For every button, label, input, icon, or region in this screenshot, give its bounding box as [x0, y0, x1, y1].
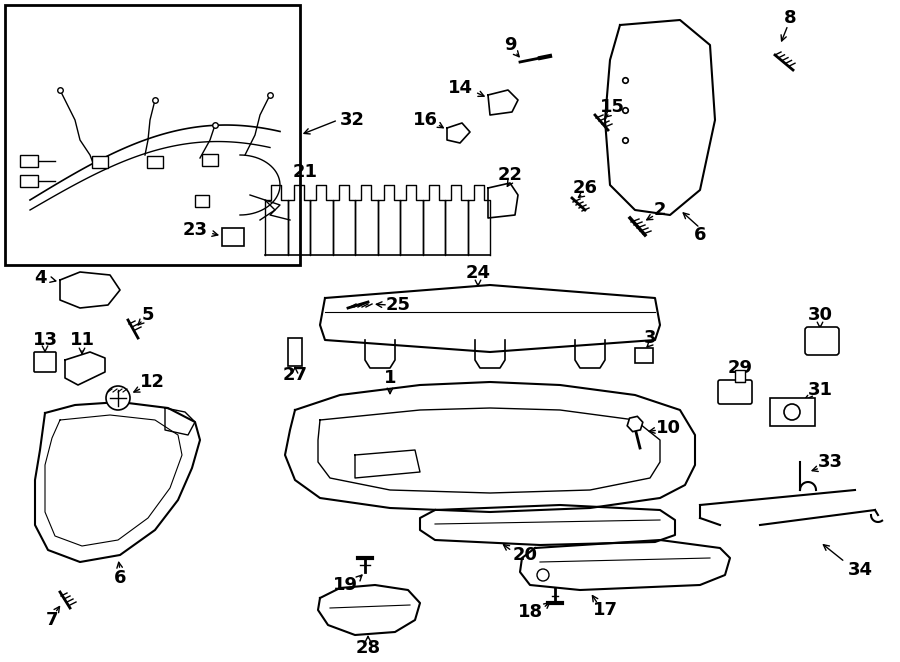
FancyBboxPatch shape — [805, 327, 839, 355]
Bar — [20, 175, 38, 187]
Text: 21: 21 — [292, 163, 318, 181]
Text: 15: 15 — [599, 98, 625, 116]
Text: 6: 6 — [694, 226, 706, 244]
Text: 31: 31 — [807, 381, 833, 399]
Text: 3: 3 — [644, 329, 656, 347]
Bar — [202, 154, 218, 166]
Text: 9: 9 — [504, 36, 517, 54]
Circle shape — [537, 569, 549, 581]
Text: 1: 1 — [383, 369, 396, 387]
Text: 27: 27 — [283, 366, 308, 384]
FancyBboxPatch shape — [718, 380, 752, 404]
Bar — [735, 370, 745, 382]
FancyBboxPatch shape — [34, 352, 56, 372]
Text: 18: 18 — [518, 603, 543, 621]
Text: 14: 14 — [447, 79, 473, 97]
Circle shape — [784, 404, 800, 420]
Text: 19: 19 — [332, 576, 357, 594]
Text: 11: 11 — [69, 331, 94, 349]
Text: 2: 2 — [653, 201, 666, 219]
Bar — [5, 5, 300, 265]
Text: 24: 24 — [465, 264, 491, 282]
Text: 8: 8 — [784, 9, 796, 27]
Text: 4: 4 — [34, 269, 46, 287]
Text: 12: 12 — [140, 373, 165, 391]
Text: 30: 30 — [807, 306, 833, 324]
Text: 26: 26 — [572, 179, 598, 197]
Bar — [20, 155, 38, 167]
Text: 5: 5 — [142, 306, 154, 324]
Bar — [635, 348, 653, 363]
Bar — [147, 156, 163, 168]
Text: 13: 13 — [32, 331, 58, 349]
Text: 22: 22 — [498, 166, 523, 184]
Bar — [92, 156, 108, 168]
Circle shape — [106, 386, 130, 410]
Bar — [195, 195, 209, 207]
Text: 28: 28 — [356, 639, 381, 657]
Text: 32: 32 — [340, 111, 365, 129]
Text: 6: 6 — [113, 569, 126, 587]
Text: 16: 16 — [412, 111, 437, 129]
Text: 29: 29 — [727, 359, 752, 377]
Text: 20: 20 — [512, 546, 537, 564]
Bar — [770, 398, 815, 426]
Text: 17: 17 — [592, 601, 617, 619]
Text: 23: 23 — [183, 221, 208, 239]
Text: 33: 33 — [817, 453, 842, 471]
Text: 7: 7 — [46, 611, 58, 629]
Text: 25: 25 — [385, 296, 410, 314]
Bar — [288, 338, 302, 366]
Bar — [222, 228, 244, 246]
Text: 10: 10 — [655, 419, 680, 437]
Text: 34: 34 — [848, 561, 872, 579]
